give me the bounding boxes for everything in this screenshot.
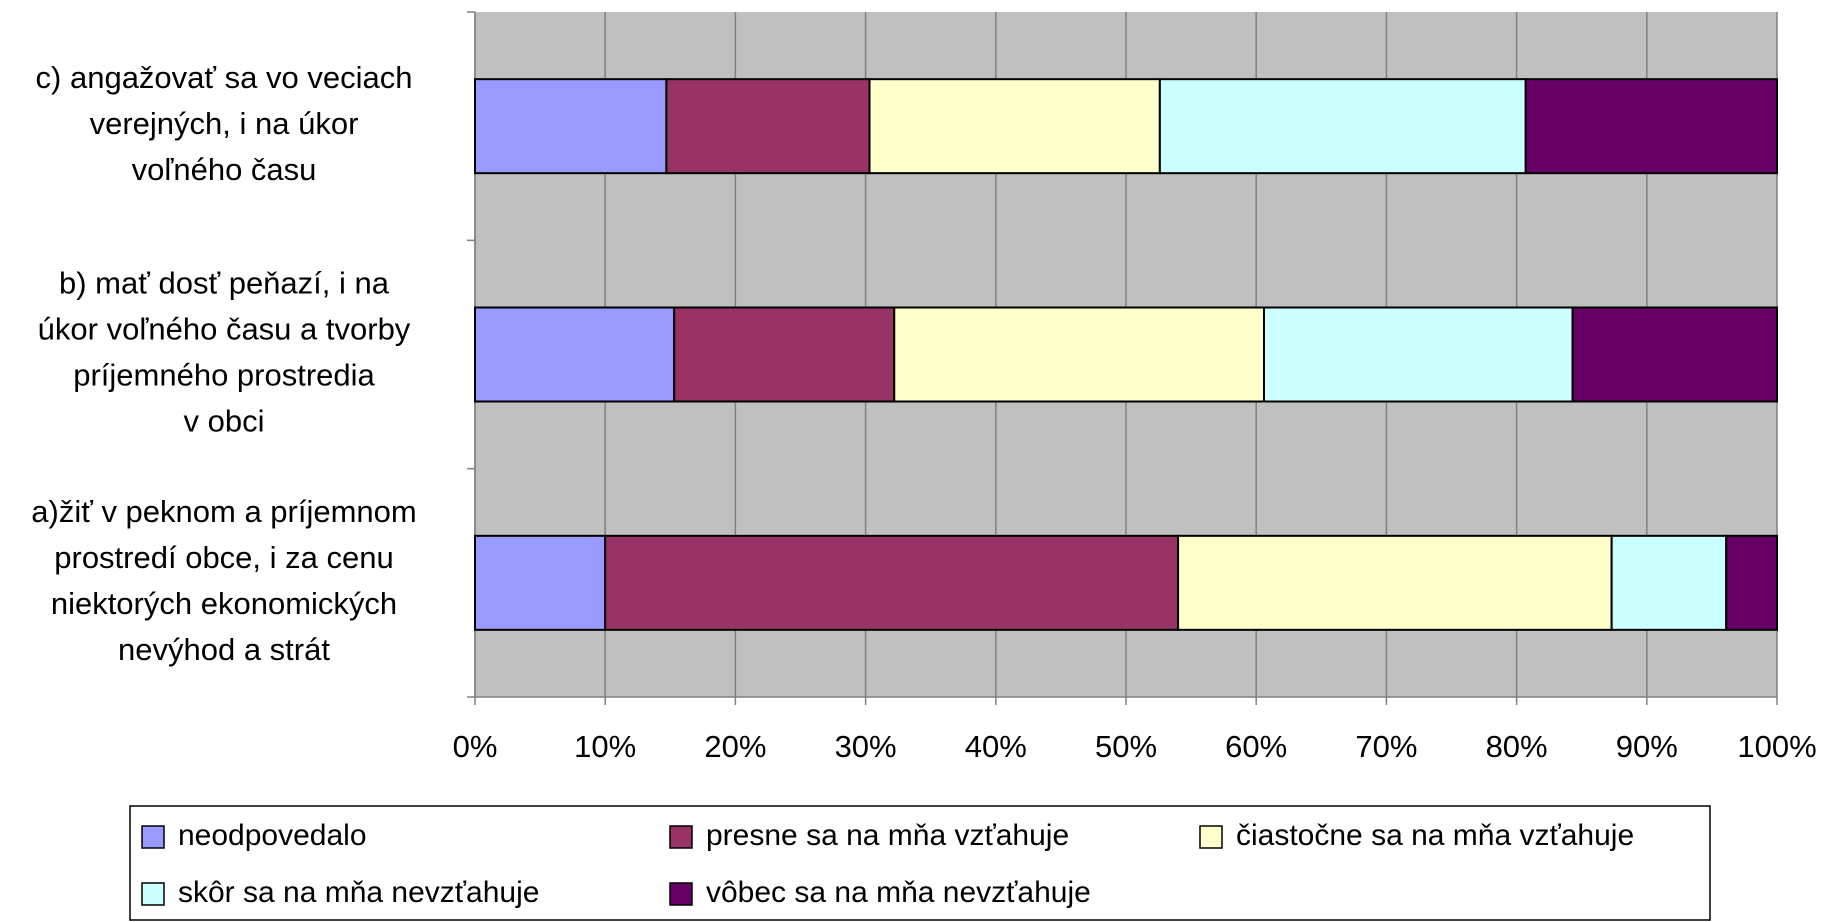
x-tick-label: 100% (1737, 729, 1816, 764)
bar-segment (1177, 534, 1613, 631)
y-tick-label: b) mať dosť peňazí, i na úkor voľného čas… (38, 266, 411, 439)
bar-segment (1725, 534, 1779, 631)
x-tick-label: 50% (1095, 729, 1157, 764)
bar-segment (673, 306, 896, 403)
legend-box (129, 805, 1711, 921)
x-tick-label: 30% (835, 729, 897, 764)
legend-label: vôbec sa na mňa nevzťahuje (706, 876, 1091, 909)
bar-segment (1524, 78, 1778, 175)
legend: neodpovedalo presne sa na mňa vzťahuje čia… (129, 805, 1711, 921)
legend-swatch (141, 882, 165, 906)
x-tick-label: 20% (704, 729, 766, 764)
x-tick-label: 90% (1616, 729, 1678, 764)
bar-segment (1158, 78, 1527, 175)
bar-segment (868, 78, 1161, 175)
x-tick-label: 10% (574, 729, 636, 764)
legend-swatch (669, 882, 693, 906)
bar-segment (474, 78, 668, 175)
legend-label: čiastočne sa na mňa vzťahuje (1236, 819, 1634, 852)
y-tick-label: c) angažovať sa vo veciach verejných, i n… (36, 60, 413, 187)
bar-segment (1263, 306, 1574, 403)
x-tick-label: 80% (1486, 729, 1548, 764)
legend-swatch (669, 825, 693, 849)
bar-segment (1571, 306, 1779, 403)
x-tick-label: 70% (1355, 729, 1417, 764)
bar-segment (604, 534, 1180, 631)
x-tick-label: 60% (1225, 729, 1287, 764)
x-tick-label: 40% (965, 729, 1027, 764)
bar-segment (474, 306, 676, 403)
legend-label: skôr sa na mňa nevzťahuje (178, 876, 539, 909)
legend-label: neodpovedalo (178, 819, 367, 852)
legend-label: presne sa na mňa vzťahuje (706, 819, 1069, 852)
bar-segment (893, 306, 1266, 403)
legend-swatch (1199, 825, 1223, 849)
bar-segment (474, 534, 607, 631)
bar-segment (665, 78, 871, 175)
bar-segment (1610, 534, 1728, 631)
legend-swatch (141, 825, 165, 849)
y-tick-label: a)žiť v peknom a príjemnom prostredí obce… (31, 494, 417, 667)
x-tick-label: 0% (453, 729, 498, 764)
